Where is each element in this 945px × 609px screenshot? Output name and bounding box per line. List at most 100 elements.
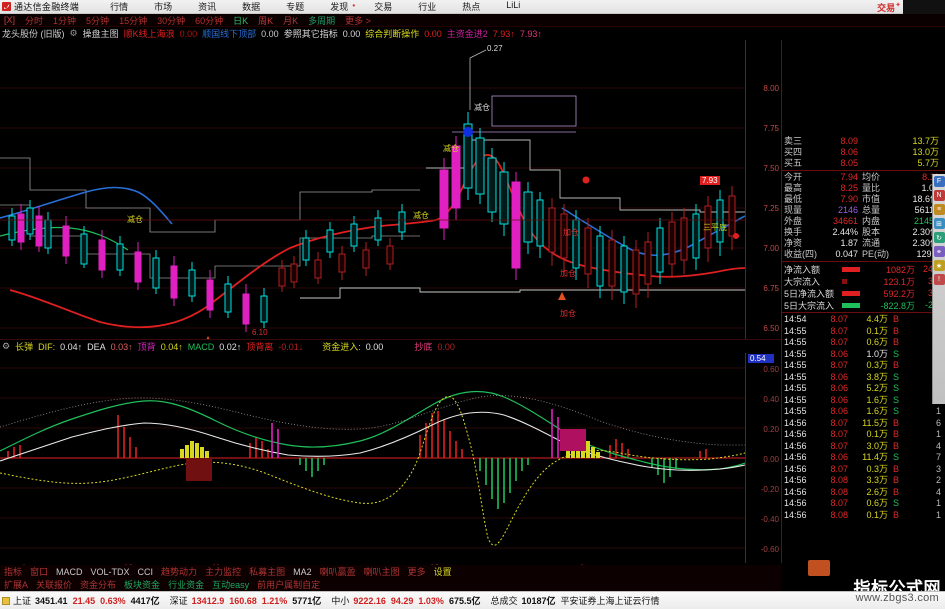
menu-item-lili[interactable]: LiLi xyxy=(506,0,521,10)
main-price-chart[interactable]: 0.27 减仓 减仓 减仓 减仓 加仓 加仓 加仓 加仓 三平底 6.10 xyxy=(0,40,745,340)
stat-value-2: 7.90 xyxy=(840,194,858,204)
tick-bs-4: B xyxy=(892,360,899,370)
period-1min[interactable]: 1分钟 xyxy=(53,15,77,26)
stat-label-6: 净资 xyxy=(784,238,803,248)
flow-value-1: 123.1万 xyxy=(883,276,915,287)
ma-line-blue xyxy=(0,186,173,225)
tab-gengduo[interactable]: 更多 xyxy=(407,567,426,577)
tab-guanlianbaojia[interactable]: 关联报价 xyxy=(36,580,73,590)
menu-item-faxian[interactable]: 发现 • xyxy=(317,0,361,13)
tick-row: 14:56 8.07 0.3万 B 3 xyxy=(782,464,945,476)
menu-item-redian[interactable]: 热点 xyxy=(462,2,481,12)
side-icon-toolbar[interactable]: F N ≡ ⊞ ↻ ⚭ ★ ! xyxy=(932,174,945,404)
tick-bs-6: S xyxy=(892,383,899,393)
price-tick-0: 8.00 xyxy=(763,84,779,93)
ind-seg5-value: 7.93↑ xyxy=(492,28,515,39)
period-30min[interactable]: 30分钟 xyxy=(157,15,186,26)
tab-zhibiao[interactable]: 指标 xyxy=(4,567,23,577)
index-name-1[interactable]: 深证 xyxy=(169,596,188,606)
sub-indicator-name[interactable]: 长弹 xyxy=(15,342,34,352)
tab-hudong[interactable]: 互动easy xyxy=(212,580,250,590)
tick-time-2: 14:55 xyxy=(784,337,807,347)
tick-row: 14:56 8.08 2.6万 B 4 xyxy=(782,487,945,499)
tab-labayingying[interactable]: 喇叭赢盈 xyxy=(319,567,356,577)
tab-yonghudingzhi[interactable]: 前用户属制自定 xyxy=(257,580,321,590)
index-chg-0: 21.45 xyxy=(72,595,96,606)
tab-bankuaizijin[interactable]: 板块资金 xyxy=(124,580,161,590)
tick-vol-15: 2.6万 xyxy=(866,486,888,497)
menu-item-shuju[interactable]: 数据 xyxy=(242,2,261,12)
menu-item-jiaoyi[interactable]: 交易 xyxy=(374,2,393,12)
quote-stat-row: 收益(四) 0.047 PE(动) 129.2 xyxy=(782,249,945,260)
tab-macd[interactable]: MACD xyxy=(56,566,83,577)
index-amt-1: 5771亿 xyxy=(292,596,322,606)
tab-shezhi[interactable]: 设置 xyxy=(433,567,452,577)
quote-divider xyxy=(782,170,945,171)
star-icon[interactable]: ★ xyxy=(933,260,945,271)
sub-gear-icon[interactable]: ⚙ xyxy=(2,341,11,351)
menu-item-hangye[interactable]: 行业 xyxy=(418,2,437,12)
tab-zhulijiankong[interactable]: 主力监控 xyxy=(205,567,242,577)
stat-label-7: 收益(四) xyxy=(784,249,817,259)
period-week-k[interactable]: 周K xyxy=(258,15,274,26)
period-multi[interactable]: 多周期 xyxy=(308,15,336,26)
menu-item-zhuanti[interactable]: 专题 xyxy=(286,2,305,12)
status-grid-icon[interactable] xyxy=(2,596,10,605)
alert-icon[interactable]: ! xyxy=(933,274,945,285)
stat-value2-3: 56115 xyxy=(914,205,939,215)
tab-vol-tdx[interactable]: VOL-TDX xyxy=(90,566,130,577)
trade-button[interactable]: 交易✦ xyxy=(877,1,901,14)
menu-item-hangqing[interactable]: 行情 xyxy=(110,2,129,12)
tab-labazhutu[interactable]: 喇叭主图 xyxy=(363,567,400,577)
menu-item-shichang[interactable]: 市场 xyxy=(154,2,173,12)
annotation-jiacang-4: 加仓 xyxy=(560,309,576,318)
tick-list[interactable]: 14:54 8.07 4.4万 B 7 14:55 8.07 0.1万 B 1 … xyxy=(782,314,945,521)
grid-icon[interactable]: ⊞ xyxy=(933,218,945,229)
stat-value-1: 8.25 xyxy=(840,183,858,193)
f10-icon[interactable]: F xyxy=(933,176,945,187)
tab-simuzhutu[interactable]: 私募主图 xyxy=(249,567,286,577)
price-tick-2: 7.50 xyxy=(763,164,779,173)
tick-price-13: 8.07 xyxy=(830,463,848,474)
period-fenshi[interactable]: 分时 xyxy=(25,15,44,26)
refresh-icon[interactable]: ↻ xyxy=(933,232,945,243)
mid-value: 0.04↑ xyxy=(160,341,183,352)
period-5min[interactable]: 5分钟 xyxy=(86,15,110,26)
news-icon[interactable]: N xyxy=(933,190,945,201)
period-15min[interactable]: 15分钟 xyxy=(119,15,148,26)
period-more[interactable]: 更多 > xyxy=(345,15,371,26)
tab-qushidongli[interactable]: 趋势动力 xyxy=(161,567,198,577)
index-pct-2: 1.03% xyxy=(418,595,444,606)
index-pct-0: 0.63% xyxy=(100,595,126,606)
index-name-2[interactable]: 中小 xyxy=(331,596,350,606)
tab-cci[interactable]: CCI xyxy=(137,566,154,577)
period-60min[interactable]: 60分钟 xyxy=(195,15,224,26)
window-controls[interactable] xyxy=(903,0,945,14)
tab-kuozhan-a[interactable]: 扩展A xyxy=(4,580,29,590)
stat-value-3: 2146 xyxy=(837,205,858,215)
gear-icon[interactable]: ⚙ xyxy=(69,28,78,38)
tab-zijinfenbu[interactable]: 资金分布 xyxy=(80,580,117,590)
tab-chuangkou[interactable]: 窗口 xyxy=(30,567,49,577)
tick-time-14: 14:56 xyxy=(784,475,807,485)
flow-value-0: 1082万 xyxy=(885,264,915,275)
note-icon[interactable]: ≡ xyxy=(933,204,945,215)
menu-item-zixun[interactable]: 资讯 xyxy=(198,2,217,12)
period-day-k[interactable]: 日K xyxy=(233,15,249,26)
price-tick-1: 7.75 xyxy=(763,124,779,133)
fund-label: 资金进入: xyxy=(322,342,361,352)
yellow-volume-zone xyxy=(180,437,600,458)
tick-time-15: 14:56 xyxy=(784,486,807,497)
tick-vol-8: 1.6万 xyxy=(866,406,888,416)
period-bracket[interactable]: [X] xyxy=(4,15,16,25)
main-indicator-name[interactable]: 操盘主图 xyxy=(82,29,119,39)
flow-label-1: 大宗流入 xyxy=(784,276,821,287)
macd-sub-chart[interactable] xyxy=(0,353,745,563)
tab-hangyezijin[interactable]: 行业资金 xyxy=(168,580,205,590)
period-month-k[interactable]: 月K xyxy=(283,15,299,26)
tab-ma2[interactable]: MA2 xyxy=(293,566,312,577)
link-icon[interactable]: ⚭ xyxy=(933,246,945,257)
stat-value2-1: 1.00 xyxy=(921,183,939,193)
stock-name-label[interactable]: 龙头股份 (旧版) xyxy=(2,29,65,39)
index-name-0[interactable]: 上证 xyxy=(13,596,32,606)
